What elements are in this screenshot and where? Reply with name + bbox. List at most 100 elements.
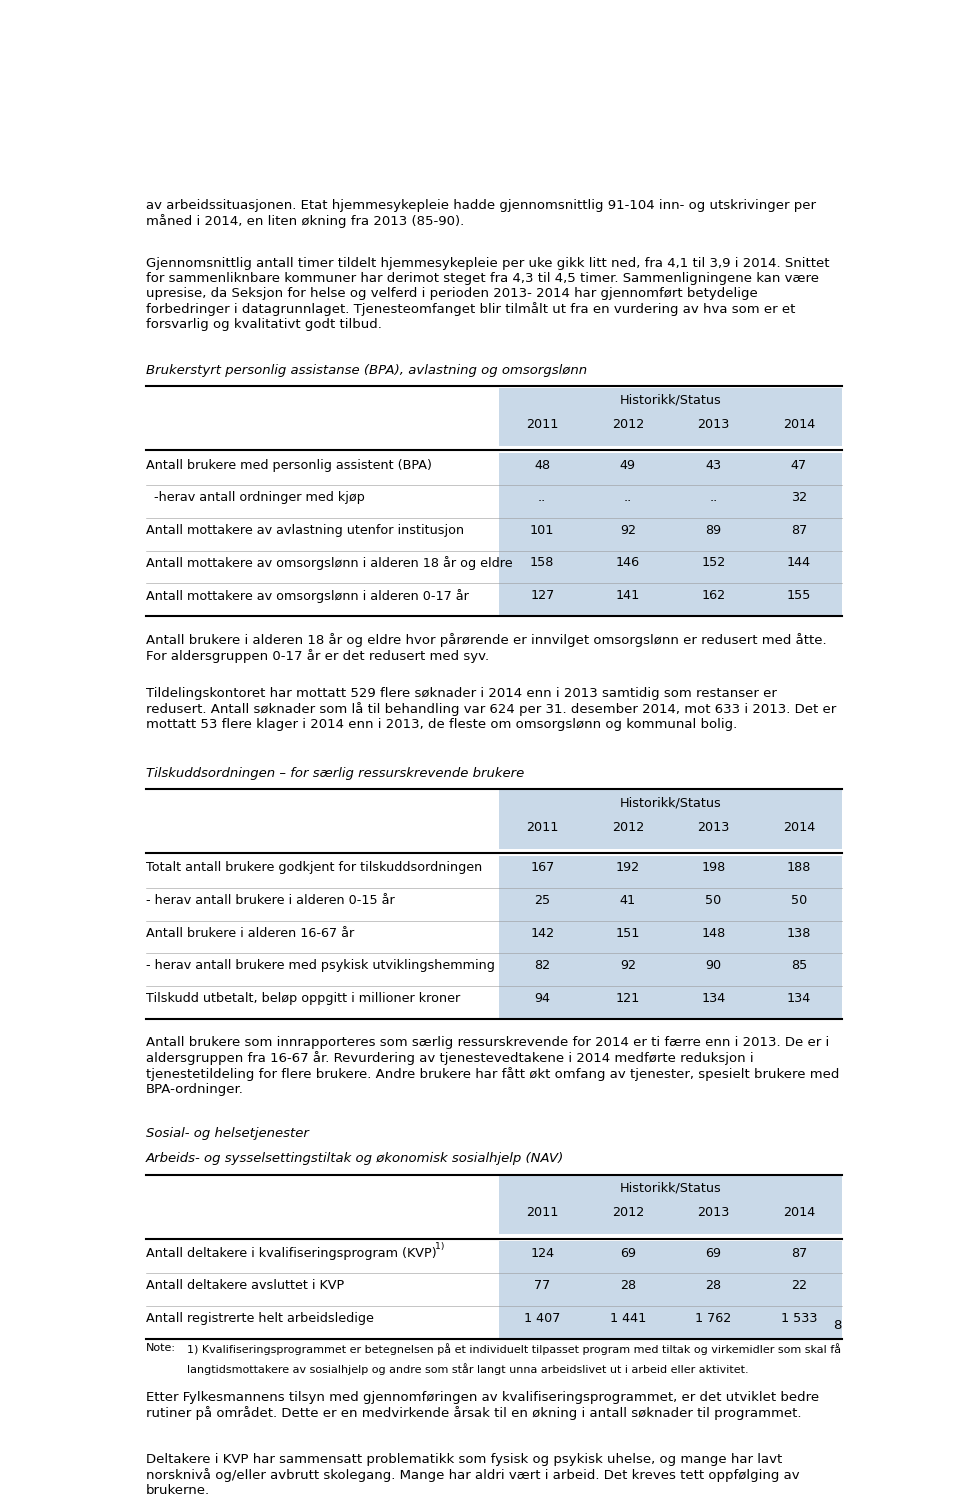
- Text: 141: 141: [615, 590, 640, 602]
- Text: Arbeids- og sysselsettingstiltak og økonomisk sosialhjelp (NAV): Arbeids- og sysselsettingstiltak og økon…: [146, 1152, 564, 1166]
- Text: Brukerstyrt personlig assistanse (BPA), avlastning og omsorgslønn: Brukerstyrt personlig assistanse (BPA), …: [146, 364, 588, 376]
- Text: 134: 134: [701, 992, 726, 1005]
- Text: 82: 82: [534, 959, 550, 972]
- Bar: [499, 584, 842, 615]
- Text: 87: 87: [791, 1247, 807, 1259]
- Bar: [499, 856, 842, 888]
- Bar: [499, 550, 842, 584]
- Bar: [499, 485, 842, 519]
- Text: 2014: 2014: [782, 417, 815, 431]
- Text: ..: ..: [624, 491, 632, 503]
- Text: 1): 1): [435, 1241, 444, 1250]
- Text: Tildelingskontoret har mottatt 529 flere søknader i 2014 enn i 2013 samtidig som: Tildelingskontoret har mottatt 529 flere…: [146, 686, 836, 730]
- Bar: [499, 1241, 842, 1273]
- Text: 152: 152: [701, 556, 726, 570]
- Text: 69: 69: [620, 1247, 636, 1259]
- Text: Antall brukere med personlig assistent (BPA): Antall brukere med personlig assistent (…: [146, 458, 432, 472]
- Text: 2012: 2012: [612, 821, 644, 833]
- Text: 47: 47: [791, 458, 807, 472]
- Text: 1 533: 1 533: [780, 1312, 817, 1325]
- Text: Antall deltakere avsluttet i KVP: Antall deltakere avsluttet i KVP: [146, 1279, 345, 1293]
- Text: 1 762: 1 762: [695, 1312, 732, 1325]
- Text: 41: 41: [620, 894, 636, 907]
- Text: Historikk/Status: Historikk/Status: [620, 797, 721, 809]
- Bar: [499, 1176, 842, 1234]
- Text: ..: ..: [539, 491, 546, 503]
- Text: 158: 158: [530, 556, 555, 570]
- Text: 155: 155: [786, 590, 811, 602]
- Text: 85: 85: [791, 959, 807, 972]
- Text: 92: 92: [620, 523, 636, 537]
- Text: 50: 50: [706, 894, 722, 907]
- Text: 94: 94: [534, 992, 550, 1005]
- Text: - herav antall brukere med psykisk utviklingshemming: - herav antall brukere med psykisk utvik…: [146, 959, 495, 972]
- Text: 148: 148: [701, 927, 726, 939]
- Text: 144: 144: [787, 556, 811, 570]
- Bar: [499, 954, 842, 986]
- Text: 124: 124: [530, 1247, 554, 1259]
- Text: -herav antall ordninger med kjøp: -herav antall ordninger med kjøp: [146, 491, 365, 503]
- Text: 1 441: 1 441: [610, 1312, 646, 1325]
- Bar: [499, 387, 842, 446]
- Text: 1) Kvalifiseringsprogrammet er betegnelsen på et individuelt tilpasset program m: 1) Kvalifiseringsprogrammet er betegnels…: [187, 1343, 841, 1355]
- Text: 28: 28: [706, 1279, 721, 1293]
- Text: Deltakere i KVP har sammensatt problematikk som fysisk og psykisk uhelse, og man: Deltakere i KVP har sammensatt problemat…: [146, 1453, 800, 1497]
- Text: Tilskudd utbetalt, beløp oppgitt i millioner kroner: Tilskudd utbetalt, beløp oppgitt i milli…: [146, 992, 460, 1005]
- Text: Antall registrerte helt arbeidsledige: Antall registrerte helt arbeidsledige: [146, 1312, 373, 1325]
- Text: Antall brukere som innrapporteres som særlig ressurskrevende for 2014 er ti færr: Antall brukere som innrapporteres som sæ…: [146, 1036, 839, 1096]
- Text: 134: 134: [787, 992, 811, 1005]
- Text: 28: 28: [620, 1279, 636, 1293]
- Bar: [499, 986, 842, 1019]
- Bar: [499, 791, 842, 848]
- Text: Etter Fylkesmannens tilsyn med gjennomføringen av kvalifiseringsprogrammet, er d: Etter Fylkesmannens tilsyn med gjennomfø…: [146, 1391, 819, 1420]
- Bar: [499, 921, 842, 954]
- Bar: [499, 1306, 842, 1338]
- Text: Historikk/Status: Historikk/Status: [620, 1181, 721, 1194]
- Text: 127: 127: [530, 590, 554, 602]
- Text: Antall mottakere av omsorgslønn i alderen 0-17 år: Antall mottakere av omsorgslønn i aldere…: [146, 590, 468, 603]
- Text: Antall brukere i alderen 18 år og eldre hvor pårørende er innvilget omsorgslønn : Antall brukere i alderen 18 år og eldre …: [146, 634, 827, 664]
- Text: 90: 90: [706, 959, 721, 972]
- Text: 151: 151: [615, 927, 640, 939]
- Text: 25: 25: [534, 894, 550, 907]
- Bar: [499, 452, 842, 485]
- Text: 192: 192: [615, 862, 640, 874]
- Bar: [499, 1273, 842, 1306]
- Text: langtidsmottakere av sosialhjelp og andre som står langt unna arbeidslivet ut i : langtidsmottakere av sosialhjelp og andr…: [187, 1364, 749, 1374]
- Text: 77: 77: [534, 1279, 550, 1293]
- Text: ..: ..: [709, 491, 717, 503]
- Text: 89: 89: [706, 523, 721, 537]
- Text: 22: 22: [791, 1279, 807, 1293]
- Text: Note:: Note:: [146, 1343, 176, 1353]
- Text: Antall deltakere i kvalifiseringsprogram (KVP): Antall deltakere i kvalifiseringsprogram…: [146, 1247, 441, 1259]
- Text: 198: 198: [701, 862, 726, 874]
- Bar: [499, 888, 842, 921]
- Text: 2011: 2011: [526, 1207, 559, 1219]
- Text: Antall mottakere av avlastning utenfor institusjon: Antall mottakere av avlastning utenfor i…: [146, 523, 465, 537]
- Text: 2011: 2011: [526, 821, 559, 833]
- Text: 50: 50: [791, 894, 807, 907]
- Text: 49: 49: [620, 458, 636, 472]
- Text: Antall brukere i alderen 16-67 år: Antall brukere i alderen 16-67 år: [146, 927, 354, 939]
- Text: 167: 167: [530, 862, 554, 874]
- Text: 2013: 2013: [697, 417, 730, 431]
- Text: 1 407: 1 407: [524, 1312, 561, 1325]
- Text: Sosial- og helsetjenester: Sosial- og helsetjenester: [146, 1126, 309, 1140]
- Text: Totalt antall brukere godkjent for tilskuddsordningen: Totalt antall brukere godkjent for tilsk…: [146, 862, 482, 874]
- Text: Tilskuddsordningen – for særlig ressurskrevende brukere: Tilskuddsordningen – for særlig ressursk…: [146, 767, 524, 780]
- Text: 121: 121: [615, 992, 640, 1005]
- Text: 69: 69: [706, 1247, 721, 1259]
- Text: 2012: 2012: [612, 417, 644, 431]
- Text: 162: 162: [701, 590, 726, 602]
- Text: 2012: 2012: [612, 1207, 644, 1219]
- Text: Historikk/Status: Historikk/Status: [620, 393, 721, 407]
- Text: 2011: 2011: [526, 417, 559, 431]
- Text: 2013: 2013: [697, 821, 730, 833]
- Text: av arbeidssituasjonen. Etat hjemmesykepleie hadde gjennomsnittlig 91-104 inn- og: av arbeidssituasjonen. Etat hjemmesykepl…: [146, 200, 816, 228]
- Text: 101: 101: [530, 523, 555, 537]
- Text: 2014: 2014: [782, 821, 815, 833]
- Text: - herav antall brukere i alderen 0-15 år: - herav antall brukere i alderen 0-15 år: [146, 894, 395, 907]
- Text: Antall mottakere av omsorgslønn i alderen 18 år og eldre: Antall mottakere av omsorgslønn i aldere…: [146, 556, 513, 570]
- Text: 188: 188: [786, 862, 811, 874]
- Text: 2013: 2013: [697, 1207, 730, 1219]
